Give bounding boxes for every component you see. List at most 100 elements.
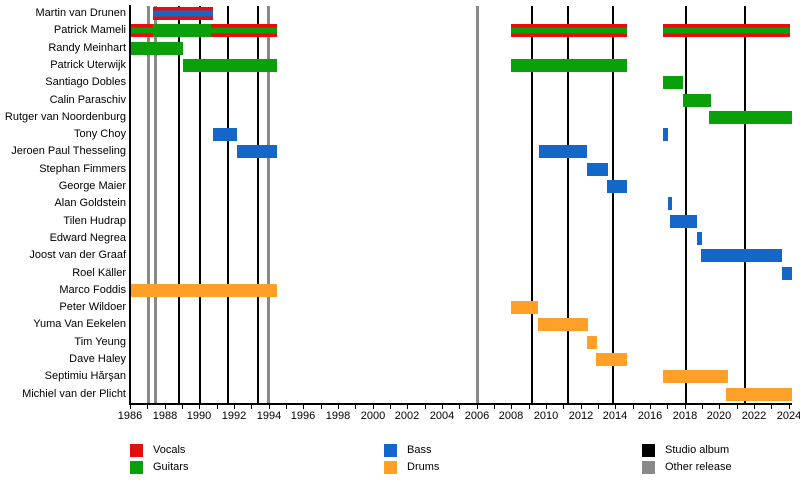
x-axis-tick	[373, 405, 374, 409]
event-line-studio-album	[567, 6, 569, 403]
x-axis-tick	[702, 405, 703, 409]
event-line-studio-album	[257, 6, 259, 403]
member-label: Tilen Hudrap	[63, 214, 126, 227]
x-axis-tick	[234, 405, 235, 409]
x-axis-tick	[719, 405, 720, 409]
member-label: Martin van Drunen	[35, 7, 127, 19]
x-axis-tick-label: 2012	[568, 410, 594, 422]
legend-swatch-studio-album	[642, 444, 655, 457]
x-axis-tick	[303, 405, 304, 409]
x-axis-tick-label: 2000	[360, 410, 386, 422]
timeline-bar-drums	[726, 388, 792, 401]
timeline-bar-drums	[538, 318, 588, 331]
event-line-other-release	[147, 6, 150, 403]
x-axis-tick	[771, 405, 772, 409]
x-axis-tick-label: 1988	[152, 410, 178, 422]
x-axis-tick-label: 2020	[706, 410, 732, 422]
member-label: Alan Goldstein	[54, 197, 126, 210]
x-axis-tick	[442, 405, 443, 409]
x-axis-tick	[737, 405, 738, 409]
x-axis-tick	[563, 405, 564, 409]
legend-label: Drums	[407, 461, 440, 473]
event-line-studio-album	[531, 6, 533, 403]
timeline-bar-bass	[237, 145, 277, 158]
member-label: Santiago Dobles	[45, 76, 126, 89]
x-axis-tick-label: 2016	[637, 410, 663, 422]
member-label: Tim Yeung	[74, 335, 126, 348]
x-axis-tick-label: 1996	[290, 410, 316, 422]
x-axis-tick-label: 2004	[429, 410, 455, 422]
x-axis-tick	[546, 405, 547, 409]
event-line-studio-album	[227, 6, 229, 403]
timeline-bar-bass	[670, 215, 697, 228]
x-axis-tick-label: 1998	[325, 410, 351, 422]
x-axis-tick	[217, 405, 218, 409]
timeline-bar-drums	[596, 353, 627, 366]
timeline-bar-vocals-guitars	[211, 24, 277, 37]
legend-swatch-vocals	[130, 444, 143, 457]
timeline-bar-bass	[697, 232, 702, 245]
legend-label: Studio album	[665, 444, 730, 456]
x-axis-tick	[199, 405, 200, 409]
x-axis-tick-label: 1992	[221, 410, 247, 422]
x-axis-tick	[667, 405, 668, 409]
x-axis-tick	[269, 405, 270, 409]
x-axis-tick-label: 2018	[672, 410, 698, 422]
event-line-studio-album	[199, 6, 201, 403]
member-label: Stephan Fimmers	[39, 162, 126, 175]
x-axis-tick	[165, 405, 166, 409]
legend-label: Vocals	[153, 444, 186, 456]
timeline-bar-drums	[587, 336, 597, 349]
legend-swatch-guitars	[130, 461, 143, 474]
legend-swatch-other-release	[642, 461, 655, 474]
event-line-other-release	[154, 6, 157, 403]
timeline-bar-guitars	[683, 94, 711, 107]
member-label: Septimiu Hărşan	[44, 370, 126, 383]
x-axis-tick	[650, 405, 651, 409]
x-axis-tick	[581, 405, 582, 409]
x-axis-tick	[425, 405, 426, 409]
timeline-bar-guitars	[663, 76, 683, 89]
legend-swatch-drums	[384, 461, 397, 474]
timeline-bar-bass	[668, 197, 672, 210]
x-axis-tick	[390, 405, 391, 409]
legend-swatch-bass	[384, 444, 397, 457]
x-axis-tick-label: 2022	[741, 410, 767, 422]
legend-label: Guitars	[153, 461, 189, 473]
timeline-bar-bass	[782, 267, 792, 280]
timeline-bar-vocals-bass	[153, 7, 213, 20]
timeline-bar-drums	[511, 301, 538, 314]
event-line-studio-album	[612, 6, 614, 403]
x-axis-tick-label: 2014	[602, 410, 628, 422]
x-axis-tick	[459, 405, 460, 409]
x-axis-tick-label: 1986	[117, 410, 143, 422]
timeline-bar-drums	[663, 370, 728, 383]
x-axis-tick	[477, 405, 478, 409]
x-axis-tick-label: 2024	[776, 410, 800, 422]
member-label: Randy Meinhart	[48, 41, 126, 54]
x-axis-tick	[147, 405, 148, 409]
event-line-other-release	[267, 6, 270, 403]
member-label: Tony Choy	[74, 128, 126, 141]
timeline-bar-vocals-guitars	[663, 24, 790, 37]
x-axis-tick-label: 1994	[256, 410, 282, 422]
member-label: Edward Negrea	[49, 231, 126, 244]
legend-label: Bass	[407, 444, 432, 456]
x-axis-tick	[251, 405, 252, 409]
timeline-bar-bass	[539, 145, 587, 158]
timeline-bar-guitars	[153, 24, 211, 37]
x-axis-tick	[494, 405, 495, 409]
member-label: Marco Foddis	[59, 283, 126, 296]
x-axis-tick	[615, 405, 616, 409]
x-axis-tick	[338, 405, 339, 409]
x-axis-tick	[633, 405, 634, 409]
x-axis-tick	[598, 405, 599, 409]
timeline-bar-bass	[701, 249, 782, 262]
x-axis-tick-label: 2010	[533, 410, 559, 422]
timeline-bar-bass	[213, 128, 237, 141]
x-axis-tick	[685, 405, 686, 409]
x-axis-tick	[355, 405, 356, 409]
member-label: Peter Wildoer	[59, 301, 126, 314]
event-line-studio-album	[744, 6, 746, 403]
